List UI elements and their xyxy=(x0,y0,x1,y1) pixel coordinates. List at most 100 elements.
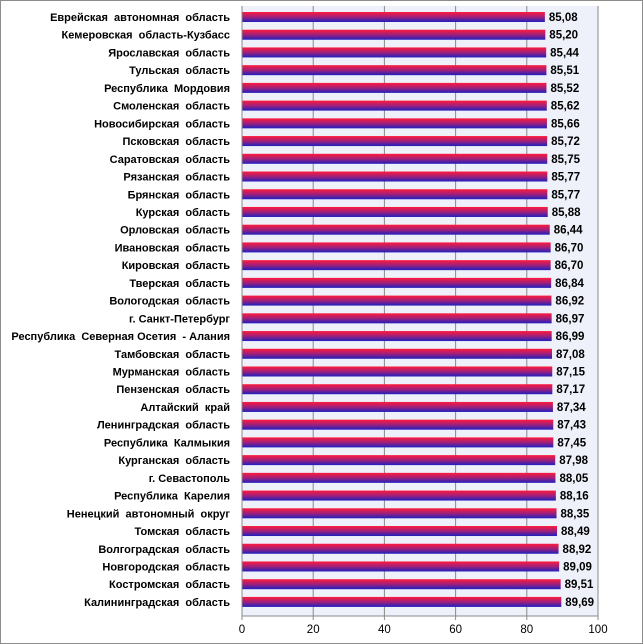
category-label: г. Санкт-Петербург xyxy=(129,313,230,325)
bar xyxy=(242,543,559,554)
plot-area xyxy=(242,6,598,616)
bar xyxy=(242,189,548,200)
value-label: 87,43 xyxy=(557,420,586,432)
bar xyxy=(242,596,562,607)
bar xyxy=(242,472,556,483)
category-label: Тверская область xyxy=(129,278,230,290)
value-label: 85,72 xyxy=(551,136,580,148)
bar xyxy=(242,277,552,288)
category-label: Республика Карелия xyxy=(114,491,230,503)
bar xyxy=(242,508,557,519)
value-label: 89,69 xyxy=(565,597,594,609)
value-label: 87,98 xyxy=(559,455,588,467)
x-tick-label: 100 xyxy=(588,624,607,636)
value-label: 86,44 xyxy=(554,225,583,237)
x-tick-label: 0 xyxy=(239,624,245,636)
bar xyxy=(242,136,548,147)
category-label: Пензенская область xyxy=(116,384,230,396)
bar xyxy=(242,224,550,235)
category-label: Псковская область xyxy=(123,136,231,148)
value-label: 85,75 xyxy=(551,154,580,166)
category-label: Вологодская область xyxy=(109,296,230,308)
bar xyxy=(242,384,553,395)
category-label: Курская область xyxy=(136,207,231,219)
value-label: 85,08 xyxy=(549,12,578,24)
category-label: Кировская область xyxy=(122,260,231,272)
bar xyxy=(242,455,556,466)
category-label: Ивановская область xyxy=(115,242,231,254)
category-label: Тульская область xyxy=(129,65,230,77)
category-label: Тамбовская область xyxy=(115,349,231,361)
category-label: Новосибирская область xyxy=(94,118,230,130)
value-label: 88,49 xyxy=(561,526,590,538)
bars-layer xyxy=(242,12,562,607)
bar xyxy=(242,366,553,377)
category-label: Республика Северная Осетия - Алания xyxy=(11,331,230,343)
category-label: Ленинградская область xyxy=(97,420,230,432)
value-label: 86,99 xyxy=(556,331,585,343)
bar xyxy=(242,100,547,111)
category-label: Ярославская область xyxy=(108,47,230,59)
category-label: г. Севастополь xyxy=(149,473,231,485)
ticks-layer: 0 20 40 60 80 100 xyxy=(239,616,608,636)
value-label: 87,45 xyxy=(557,437,586,449)
bar xyxy=(242,313,552,324)
value-label: 85,62 xyxy=(551,101,580,113)
value-label: 87,34 xyxy=(557,402,586,414)
bar xyxy=(242,206,548,217)
category-label: Калининградская область xyxy=(84,597,230,609)
bar xyxy=(242,401,553,412)
value-label: 86,70 xyxy=(555,260,584,272)
value-label: 85,77 xyxy=(551,189,580,201)
value-label: 85,52 xyxy=(550,83,579,95)
bar xyxy=(242,561,560,572)
x-tick-label: 40 xyxy=(378,624,391,636)
value-label: 88,35 xyxy=(561,508,590,520)
category-label: Республика Мордовия xyxy=(104,83,230,95)
value-label: 85,20 xyxy=(549,30,578,42)
category-label: Курганская область xyxy=(118,455,230,467)
bar xyxy=(242,260,551,271)
category-label: Смоленская область xyxy=(113,101,230,113)
bar xyxy=(242,171,548,182)
category-label: Рязанская область xyxy=(123,172,230,184)
value-label: 89,09 xyxy=(563,561,592,573)
value-label: 85,66 xyxy=(551,118,580,130)
bar xyxy=(242,490,556,501)
bar xyxy=(242,47,547,58)
value-label: 86,84 xyxy=(555,278,584,290)
bar xyxy=(242,242,551,253)
category-label: Мурманская область xyxy=(113,367,231,379)
category-label: Орловская область xyxy=(120,225,230,237)
bar xyxy=(242,65,547,76)
bar xyxy=(242,295,552,306)
bar xyxy=(242,331,552,342)
bar xyxy=(242,82,547,93)
value-label: 87,15 xyxy=(556,367,585,379)
bar xyxy=(242,118,547,129)
bar xyxy=(242,437,554,448)
value-label: 86,70 xyxy=(555,242,584,254)
x-tick-label: 60 xyxy=(449,624,462,636)
bar xyxy=(242,12,545,22)
category-label: Ненецкий автономный округ xyxy=(67,508,231,520)
category-label: Брянская область xyxy=(128,189,231,201)
value-label: 88,05 xyxy=(559,473,588,485)
value-label: 89,51 xyxy=(565,579,594,591)
labels-layer: Еврейская автономная область 85,08 Кемеров… xyxy=(11,12,594,609)
value-label: 87,08 xyxy=(556,349,585,361)
category-label: Новгородская область xyxy=(102,561,230,573)
category-label: Томская область xyxy=(135,526,231,538)
category-label: Республика Калмыкия xyxy=(104,437,230,449)
category-label: Костромская область xyxy=(109,579,230,591)
x-tick-label: 20 xyxy=(307,624,320,636)
value-label: 85,44 xyxy=(550,47,579,59)
x-tick-label: 80 xyxy=(520,624,533,636)
value-label: 85,88 xyxy=(552,207,581,219)
bar xyxy=(242,29,546,40)
value-label: 85,51 xyxy=(550,65,579,77)
value-label: 88,92 xyxy=(563,544,592,556)
bar xyxy=(242,579,561,590)
